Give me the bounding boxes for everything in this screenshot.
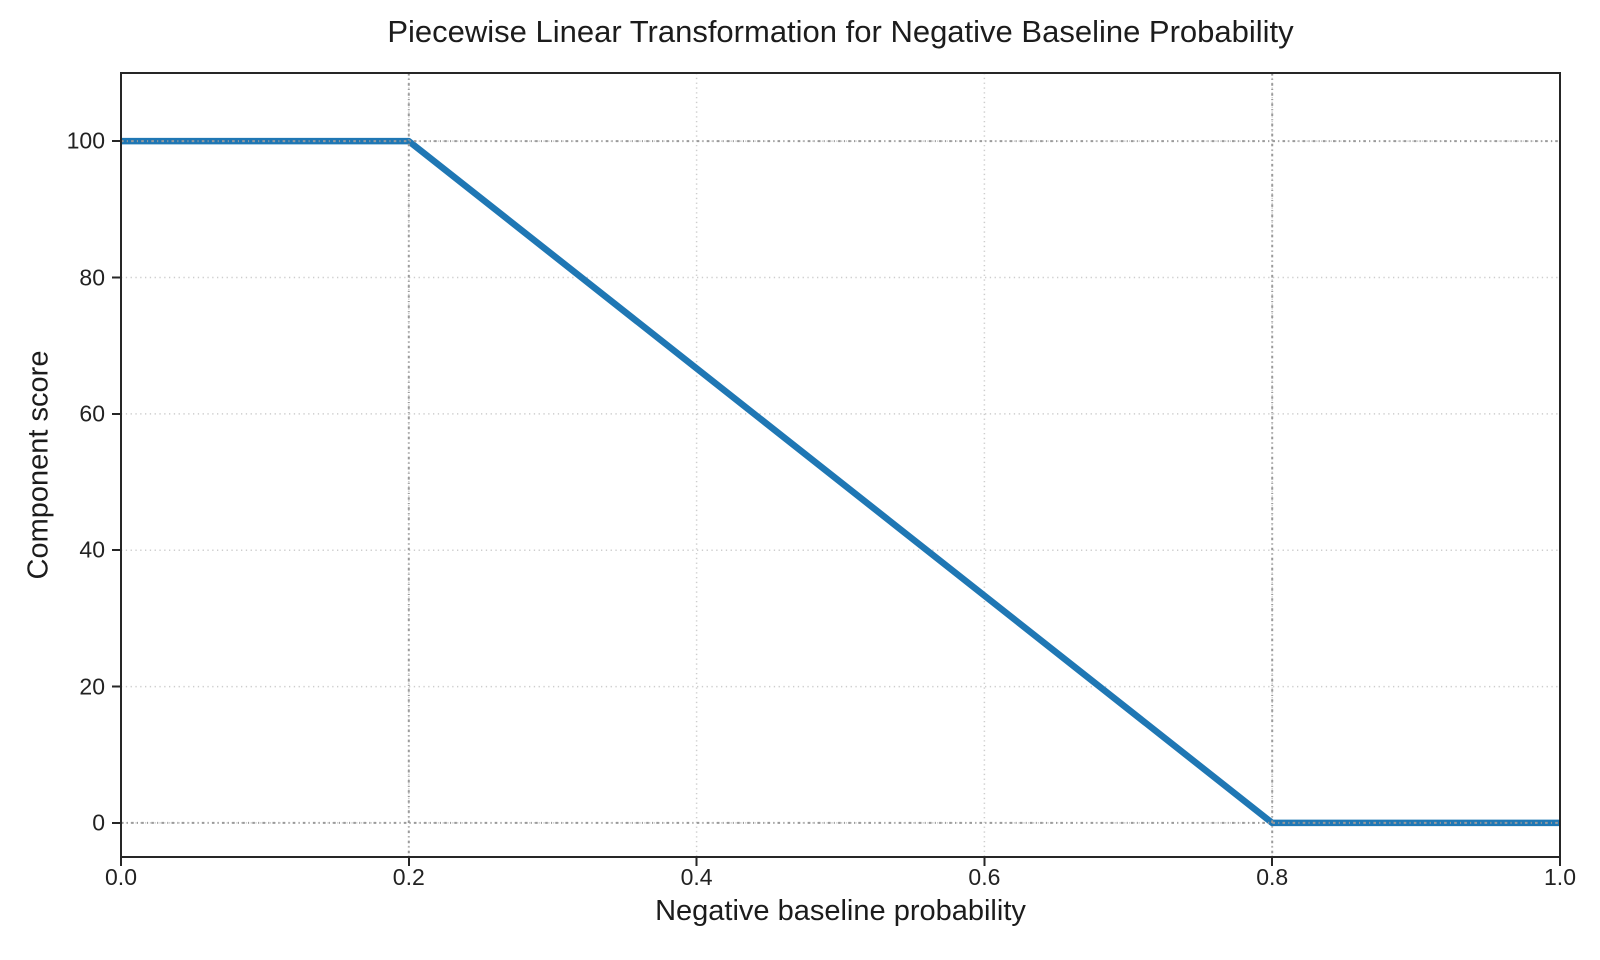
y-tick-label-20: 20: [79, 673, 105, 700]
y-tick-label-40: 40: [79, 536, 105, 563]
x-tick-label-0.0: 0.0: [105, 864, 137, 890]
chart-title: Piecewise Linear Transformation for Nega…: [387, 14, 1294, 49]
x-axis-title: Negative baseline probability: [655, 895, 1026, 927]
y-tick-label-80: 80: [79, 264, 105, 291]
x-tick-label-0.8: 0.8: [1256, 864, 1289, 890]
series-line-component-score-transform: [121, 137, 1560, 827]
x-tick-label-0.4: 0.4: [680, 864, 713, 890]
y-tick-label-60: 60: [79, 400, 105, 427]
y-tick-label-100: 100: [66, 127, 105, 154]
x-tick-label-0.6: 0.6: [968, 864, 1001, 890]
x-tick-label-0.2: 0.2: [392, 864, 425, 890]
axes-spines: [120, 72, 1561, 858]
x-tick-label-1.0: 1.0: [1544, 864, 1576, 890]
y-tick-label-0: 0: [92, 809, 105, 836]
y-axis-title: Component score: [22, 350, 55, 580]
